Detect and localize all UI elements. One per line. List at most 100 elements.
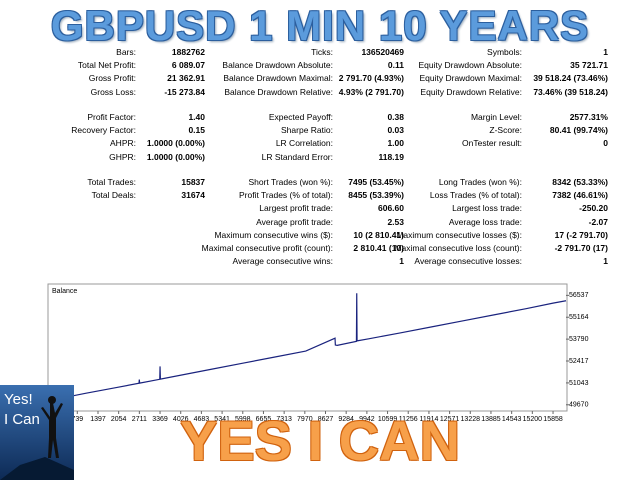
stat-value: 606.60 xyxy=(378,203,404,214)
x-tick-label: 13228 xyxy=(461,416,481,423)
stat-value: 17 (-2 791.70) xyxy=(554,229,608,240)
stat-label: Bars: xyxy=(116,47,136,57)
x-tick-label: 7970 xyxy=(297,416,313,423)
stat-label: Z-Score: xyxy=(489,125,522,136)
stat-label: Total Deals: xyxy=(91,190,136,201)
stat-value: 1.00 xyxy=(387,138,404,149)
x-tick-label: 2711 xyxy=(132,416,147,423)
stat-value: 73.46% (39 518.24) xyxy=(533,86,608,97)
stat-label: LR Standard Error: xyxy=(261,151,333,162)
stat-label: AHPR: xyxy=(110,138,136,149)
stat-value: 1 xyxy=(603,256,608,267)
logo-text: Yes! xyxy=(4,391,33,408)
stat-value: 39 518.24 (73.46%) xyxy=(533,73,608,84)
x-tick-label: 2054 xyxy=(111,416,127,423)
stat-value: -2.07 xyxy=(588,216,608,227)
stat-value: 0.03 xyxy=(387,125,404,136)
stat-value: 8455 (53.39%) xyxy=(348,190,404,201)
stat-label: Symbols: xyxy=(487,47,522,57)
x-tick-label: 739 xyxy=(71,416,83,423)
y-tick-label: 55164 xyxy=(569,314,589,321)
logo-figure xyxy=(0,396,74,480)
stat-label: Balance Drawdown Relative: xyxy=(224,86,333,97)
stat-value: 2.53 xyxy=(387,216,404,227)
stat-label: Sharpe Ratio: xyxy=(281,125,333,136)
x-tick-label: 13885 xyxy=(481,416,501,423)
stat-label: Equity Drawdown Relative: xyxy=(420,86,522,97)
stat-value: 31674 xyxy=(181,190,205,201)
x-tick-label: 11914 xyxy=(419,416,438,423)
stat-value: 118.19 xyxy=(378,151,404,162)
stat-value: 7495 (53.45%) xyxy=(348,177,404,187)
stat-value: 1882762 xyxy=(171,47,205,57)
x-tick-label: 15858 xyxy=(543,416,563,423)
x-tick-label: 7313 xyxy=(276,416,292,423)
x-tick-label: 12571 xyxy=(440,416,460,423)
stat-value: 1 xyxy=(603,47,608,57)
stat-value: 4.93% (2 791.70) xyxy=(338,86,404,97)
stat-value: 1.0000 (0.00%) xyxy=(146,138,205,149)
stat-value: 2577.31% xyxy=(569,112,608,122)
y-tick-label: 51043 xyxy=(569,380,589,387)
stat-value: 0.15 xyxy=(188,125,205,136)
stat-label: Recovery Factor: xyxy=(71,125,136,136)
y-tick-label: 49670 xyxy=(569,402,589,409)
stat-label: LR Correlation: xyxy=(275,138,333,149)
stat-value: 10 (2 810.41) xyxy=(353,229,404,240)
stat-label: Maximal consecutive profit (count): xyxy=(201,243,333,253)
stat-label: Margin Level: xyxy=(470,112,522,122)
y-tick-label: 53790 xyxy=(569,336,589,343)
stat-label: Gross Loss: xyxy=(90,86,136,97)
stat-label: Total Net Profit: xyxy=(77,60,136,71)
stat-label: Average profit trade: xyxy=(256,216,333,227)
y-tick-label: 52417 xyxy=(569,358,589,365)
x-tick-label: 11256 xyxy=(399,416,418,423)
x-tick-label: 4683 xyxy=(194,416,210,423)
logo-text: I Can xyxy=(4,411,40,428)
logo: Yes! I Can xyxy=(0,385,74,480)
x-tick-label: 3369 xyxy=(152,416,168,423)
y-tick-label: 56537 xyxy=(569,292,589,299)
stat-label: Profit Factor: xyxy=(87,112,136,122)
balance-line xyxy=(53,293,567,401)
stat-value: 1 xyxy=(399,256,404,267)
x-tick-label: 5341 xyxy=(214,416,230,423)
stat-value: 0.11 xyxy=(387,60,404,71)
stat-label: Balance Drawdown Absolute: xyxy=(222,60,333,71)
x-tick-label: 4026 xyxy=(173,416,189,423)
stat-value: 6 089.07 xyxy=(171,60,205,71)
stat-value: 1.40 xyxy=(188,112,205,122)
x-tick-label: 6655 xyxy=(256,416,272,423)
x-tick-label: 9942 xyxy=(359,416,375,423)
footer: YES I CAN xyxy=(179,409,461,472)
stat-label: OnTester result: xyxy=(462,138,522,149)
stat-label: Average consecutive wins: xyxy=(232,256,333,267)
x-tick-label: 15200 xyxy=(523,416,543,423)
stat-label: Largest loss trade: xyxy=(452,203,522,214)
plot-frame xyxy=(47,283,568,412)
stat-value: 136520469 xyxy=(361,47,404,57)
stat-value: 2 810.41 (10) xyxy=(353,243,404,253)
stat-label: Equity Drawdown Maximal: xyxy=(419,73,522,84)
stat-label: Ticks: xyxy=(311,47,333,57)
stat-value: 35 721.71 xyxy=(570,60,608,71)
x-tick-label: 1397 xyxy=(90,416,106,423)
stat-value: 0.38 xyxy=(387,112,404,122)
stat-label: Total Trades: xyxy=(87,177,136,187)
stat-value: -15 273.84 xyxy=(164,86,205,97)
x-tick-label: 9284 xyxy=(338,416,354,423)
stat-value: -250.20 xyxy=(579,203,608,214)
stat-label: Average loss trade: xyxy=(448,216,522,227)
stat-label: Maximum consecutive losses ($): xyxy=(396,229,522,240)
stat-value: 0 xyxy=(603,138,608,149)
stat-value: 8342 (53.33%) xyxy=(552,177,608,187)
x-tick-label: 10599 xyxy=(378,416,398,423)
x-tick-label: 8627 xyxy=(318,416,334,423)
stat-value: 1.0000 (0.00%) xyxy=(146,151,205,162)
stat-value: 80.41 (99.74%) xyxy=(549,125,608,136)
stat-label: Average consecutive losses: xyxy=(414,256,522,267)
stat-label: Gross Profit: xyxy=(88,73,136,84)
x-tick-label: 5998 xyxy=(235,416,251,423)
stat-value: 7382 (46.61%) xyxy=(552,190,608,201)
stat-value: -2 791.70 (17) xyxy=(554,243,608,253)
